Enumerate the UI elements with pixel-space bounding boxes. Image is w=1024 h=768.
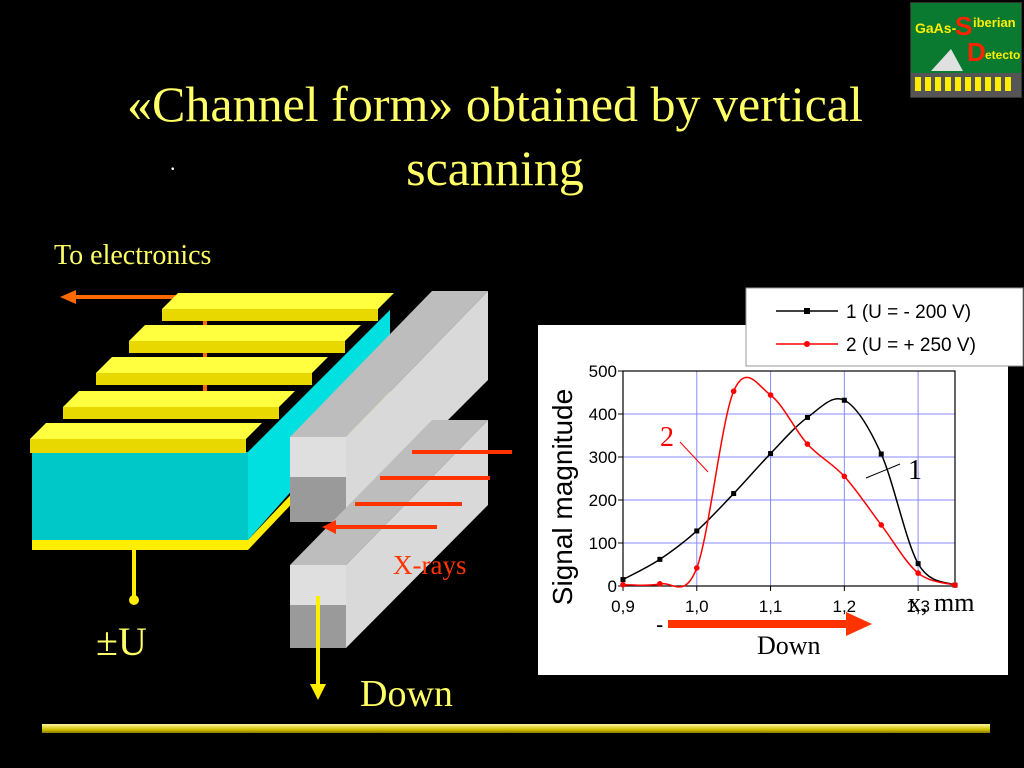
y-tick-label: 100: [589, 534, 617, 553]
series-2-point: [878, 522, 885, 528]
bias-terminal: [129, 595, 139, 605]
x-axis-ticks: 0,9 1,0 1,1 1,2 1,3: [611, 586, 930, 616]
y-axis-ticks: 0 100 200 300 400 500: [589, 362, 623, 596]
y-tick-label: 400: [589, 405, 617, 424]
legend-swatch-marker: [804, 308, 810, 314]
xrays-label: X-rays: [393, 550, 467, 580]
series-2-point: [915, 570, 921, 576]
gaas-siberian-detectors-logo: GaAs- S iberian D etectors: [910, 2, 1024, 98]
y-axis-label: Signal magnitude: [547, 389, 578, 605]
curve-1-leader: [865, 463, 901, 479]
y-tick-label: 300: [589, 448, 617, 467]
bias-voltage-label: ±U: [96, 619, 147, 664]
strip-electrodes: [30, 293, 394, 453]
series-1-line: [622, 398, 956, 586]
y-tick-label: 500: [589, 362, 617, 381]
series-1-point: [657, 556, 663, 562]
direction-label: Down: [757, 631, 821, 660]
series-1-point: [841, 397, 847, 403]
chart-series: [620, 376, 958, 588]
curve-2-label: 2: [660, 422, 674, 453]
series-1-point: [878, 451, 884, 457]
series-1-point: [915, 561, 921, 567]
legend-label: 1 (U = - 200 V): [846, 302, 971, 323]
series-2-point: [952, 582, 958, 588]
slide-title: «Channel form» obtained by vertical scan…: [127, 76, 863, 196]
direction-minus: -: [656, 612, 663, 637]
x-axis-label: x, mm: [908, 588, 974, 617]
legend-label: 2 (U = + 250 V): [846, 335, 976, 356]
logo-text-iberian: iberian: [973, 15, 1016, 30]
logo-text-etectors: etectors: [985, 48, 1021, 62]
series-1-point: [804, 414, 810, 420]
bottom-rule: [42, 724, 990, 733]
x-tick-label: 1,2: [833, 597, 857, 616]
series-2-point: [730, 388, 737, 395]
y-tick-label: 0: [608, 577, 617, 596]
collimator-upper: [290, 291, 488, 522]
series-1-point: [620, 577, 626, 583]
series-2-point: [804, 441, 811, 447]
series-2-point: [620, 581, 626, 588]
xray-beams: [322, 450, 512, 534]
down-arrow-head: [310, 684, 326, 700]
y-tick-label: 200: [589, 491, 617, 510]
legend-swatch-marker: [804, 341, 810, 347]
series-1-point: [731, 491, 737, 497]
chart-grid: [623, 371, 955, 586]
series-2-point: [657, 581, 663, 587]
detector-illustration: [30, 290, 512, 700]
series-2-point: [767, 392, 774, 398]
direction-arrow-head: [846, 612, 872, 636]
curve-2-leader: [679, 441, 709, 473]
x-tick-label: 1,3: [906, 597, 930, 616]
scan-direction-label: Down: [360, 673, 453, 715]
logo-text-d: D: [967, 37, 986, 67]
series-1-point: [768, 451, 774, 457]
signal-arrow-head: [60, 290, 76, 304]
logo-graphic: GaAs- S iberian D etectors: [911, 3, 1024, 97]
series-1-point: [694, 528, 700, 534]
plot-frame: [622, 370, 956, 587]
curve-1-label: 1: [908, 455, 922, 486]
logo-text-s: S: [955, 11, 972, 41]
logo-text-gaas: GaAs-: [915, 20, 957, 36]
detector-body-front: [32, 452, 248, 540]
series-2-point: [841, 473, 848, 480]
to-electronics-label: To electronics: [54, 240, 212, 271]
chart-legend: 1 (U = - 200 V) 2 (U = + 250 V): [745, 287, 1024, 367]
x-tick-label: 1,1: [759, 597, 783, 616]
x-tick-label: 0,9: [611, 597, 635, 616]
stray-dot: .: [170, 150, 176, 175]
series-2-line: [622, 376, 956, 588]
series-2-point: [693, 565, 700, 571]
x-tick-label: 1,0: [685, 597, 709, 616]
